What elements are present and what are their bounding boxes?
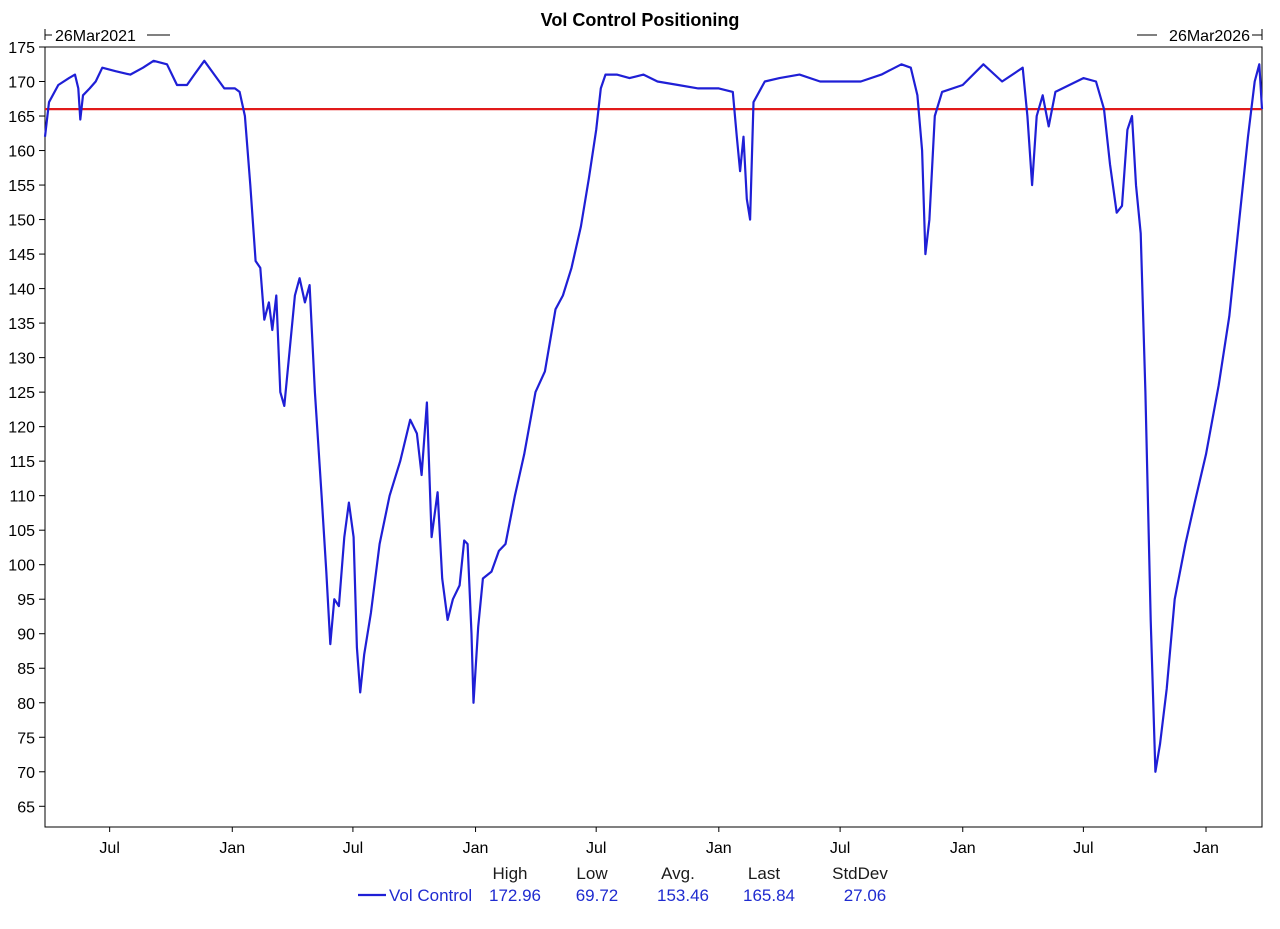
y-tick-label: 150 [8, 213, 35, 230]
x-tick-label: Jul [343, 840, 363, 857]
stats-table: High Low Avg. Last StdDev Vol Control 172.96 69… [358, 864, 888, 905]
y-tick-label: 95 [17, 592, 35, 609]
y-tick-label: 145 [8, 247, 35, 264]
y-tick-label: 125 [8, 385, 35, 402]
x-tick-label: Jan [1193, 840, 1219, 857]
stats-value: 165.84 [743, 886, 795, 905]
y-tick-label: 135 [8, 316, 35, 333]
y-tick-label: 165 [8, 109, 35, 126]
y-tick-label: 140 [8, 282, 35, 299]
y-tick-label: 110 [9, 489, 35, 506]
stats-value: 153.46 [657, 886, 709, 905]
stats-value: 27.06 [844, 886, 887, 905]
y-tick-label: 160 [8, 144, 35, 161]
start-date-label: 26Mar2021 [55, 28, 136, 45]
y-axis: 65 70 75 80 85 90 95 100 105 110 115 120 125 130 135 14… [8, 40, 45, 816]
stats-header: Low [576, 864, 608, 883]
x-tick-label: Jul [830, 840, 850, 857]
stats-header: Avg. [661, 864, 695, 883]
y-tick-label: 80 [17, 696, 35, 713]
legend-series-name: Vol Control [389, 886, 472, 905]
x-tick-label: Jul [99, 840, 119, 857]
x-axis: Jul Jan Jul Jan Jul Jan Jul Jan Jul Jan [99, 827, 1219, 857]
y-tick-label: 115 [9, 454, 35, 471]
x-tick-label: Jul [1073, 840, 1093, 857]
chart-title: Vol Control Positioning [541, 10, 740, 30]
end-date-label: 26Mar2026 [1169, 28, 1250, 45]
x-tick-label: Jan [950, 840, 976, 857]
y-tick-label: 130 [8, 351, 35, 368]
y-tick-label: 100 [8, 558, 35, 575]
stats-header: Last [748, 864, 780, 883]
x-tick-label: Jan [706, 840, 732, 857]
stats-value: 69.72 [576, 886, 619, 905]
y-tick-label: 155 [8, 178, 35, 195]
y-tick-label: 70 [17, 765, 35, 782]
stats-value: 172.96 [489, 886, 541, 905]
x-tick-label: Jan [219, 840, 245, 857]
y-tick-label: 170 [8, 75, 35, 92]
y-tick-label: 175 [8, 40, 35, 57]
stats-header: High [493, 864, 528, 883]
y-tick-label: 120 [8, 420, 35, 437]
x-tick-label: Jul [586, 840, 606, 857]
date-range: 26Mar2021 26Mar2026 [44, 28, 1263, 45]
series-line-vol-control [43, 59, 1264, 773]
stats-header: StdDev [832, 864, 888, 883]
plot-area [44, 46, 1263, 828]
y-tick-label: 85 [17, 661, 35, 678]
y-tick-label: 90 [17, 627, 35, 644]
y-tick-label: 65 [17, 799, 35, 816]
x-tick-label: Jan [463, 840, 489, 857]
y-tick-label: 105 [8, 523, 35, 540]
y-tick-label: 75 [17, 730, 35, 747]
